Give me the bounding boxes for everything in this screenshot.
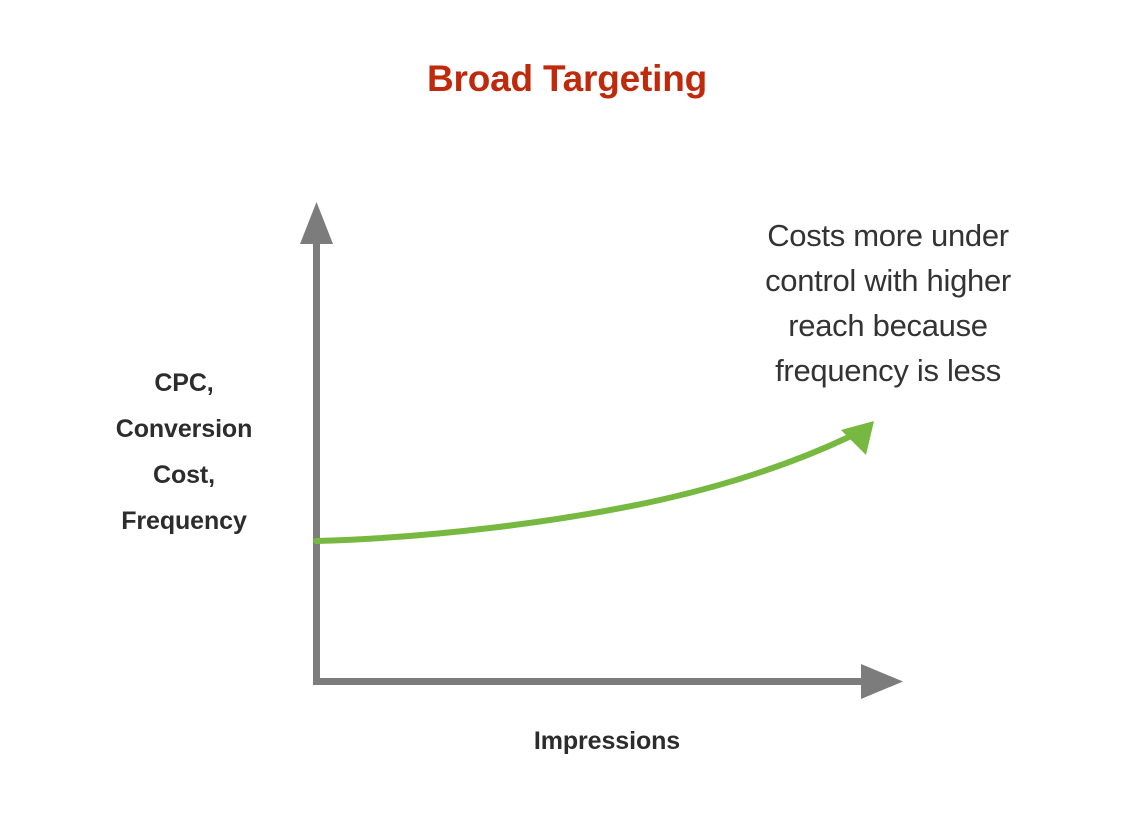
annotation-line-2: control with higher (765, 263, 1011, 298)
x-axis-label: Impressions (533, 727, 681, 755)
y-axis-label-line-1: CPC, (154, 369, 214, 397)
y-axis-label-line-2: Conversion (115, 415, 253, 443)
y-axis-line (313, 238, 320, 684)
x-axis-arrowhead-icon (861, 664, 903, 699)
annotation-line-4: frequency is less (775, 353, 1001, 388)
trend-curve-group (313, 421, 874, 544)
x-axis (313, 664, 903, 699)
y-axis-label-line-3: Cost, (152, 461, 215, 489)
trend-curve-arrowhead-icon (841, 421, 874, 455)
annotation-line-3: reach because (788, 308, 988, 343)
x-axis-line (313, 678, 864, 685)
page-title: Broad Targeting (427, 58, 707, 99)
y-axis (300, 202, 333, 684)
annotation-callout: Costs more under control with higher rea… (733, 213, 1043, 393)
y-axis-arrowhead-icon (300, 202, 333, 244)
annotation-line-1: Costs more under (767, 218, 1009, 253)
y-axis-label-line-4: Frequency (121, 507, 247, 535)
trend-curve-line (313, 434, 852, 544)
y-axis-label: CPC, Conversion Cost, Frequency (74, 360, 294, 544)
